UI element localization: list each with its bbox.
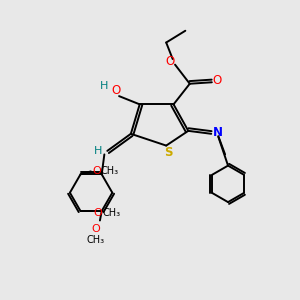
Text: N: N: [213, 126, 223, 139]
Text: O: O: [165, 55, 174, 68]
Text: O: O: [112, 84, 121, 97]
Text: H: H: [100, 81, 109, 91]
Text: O: O: [92, 224, 100, 234]
Text: O: O: [212, 74, 222, 87]
Text: O: O: [94, 208, 103, 218]
Text: CH₃: CH₃: [102, 208, 121, 218]
Text: CH₃: CH₃: [87, 236, 105, 245]
Text: O: O: [92, 167, 101, 176]
Text: H: H: [94, 146, 103, 157]
Text: CH₃: CH₃: [101, 167, 119, 176]
Text: S: S: [164, 146, 172, 159]
